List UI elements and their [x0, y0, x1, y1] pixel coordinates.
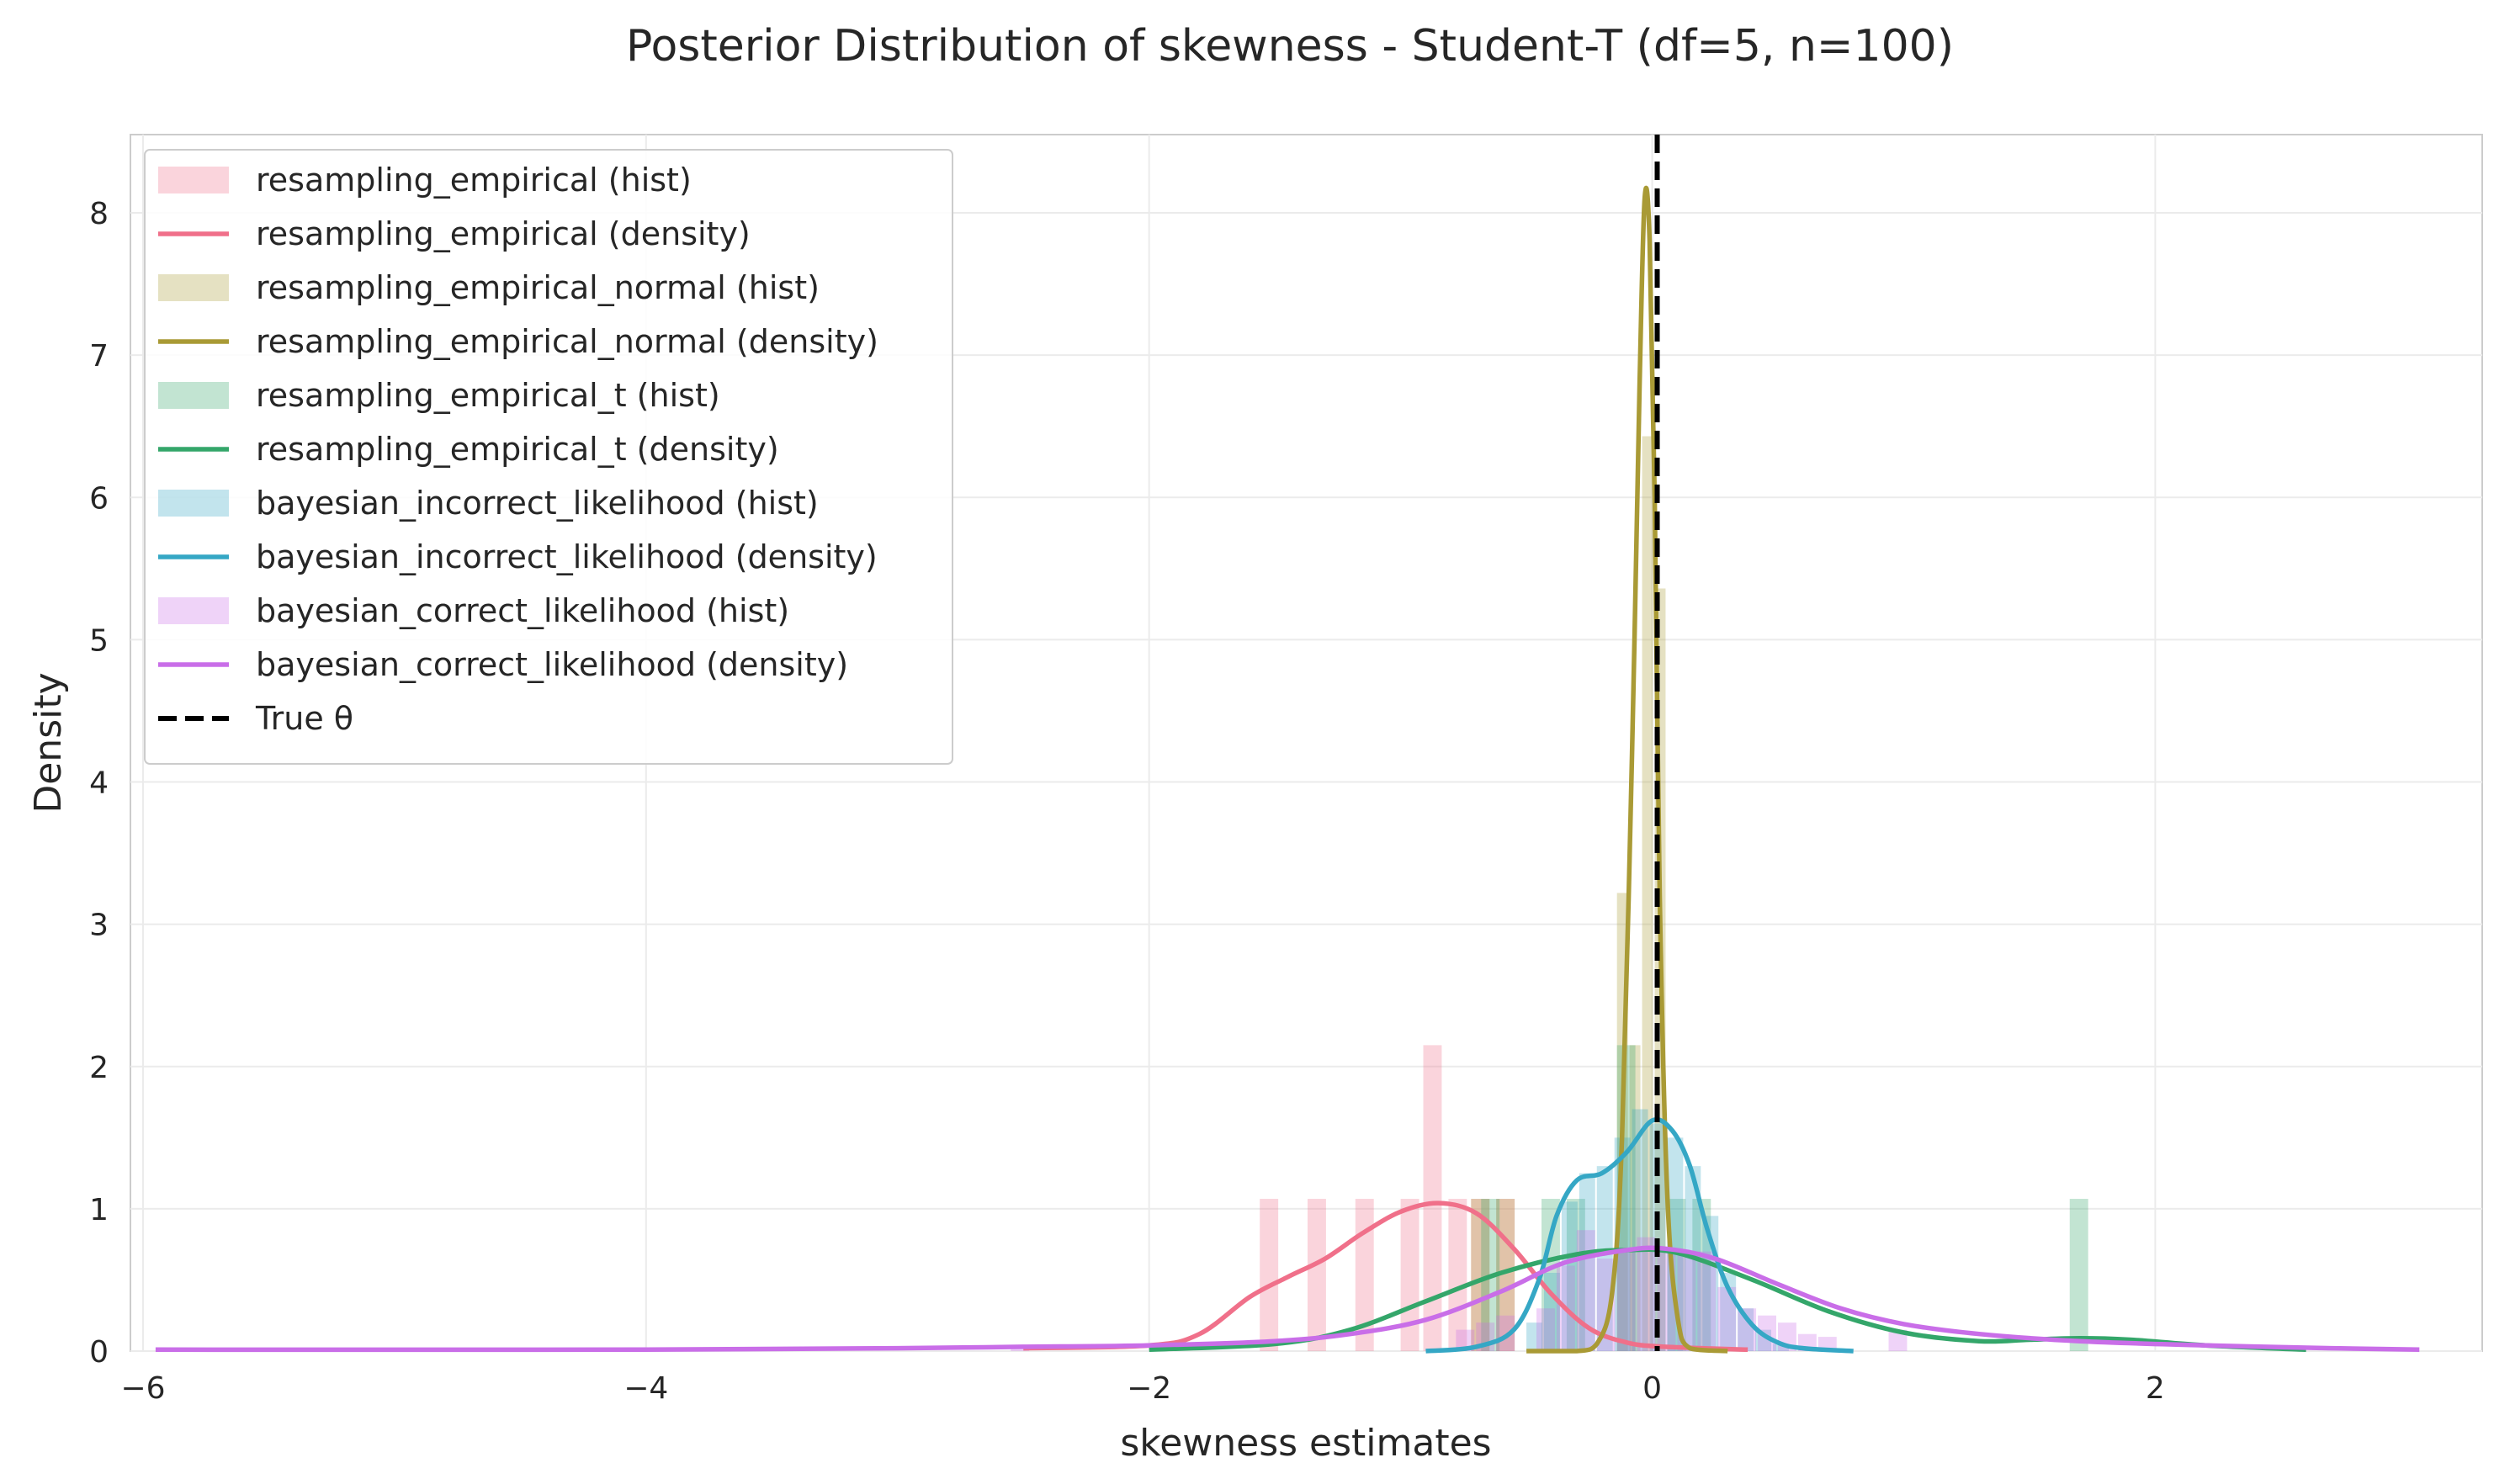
histogram-bar: [1526, 1322, 1542, 1351]
histogram-bar: [1536, 1308, 1555, 1351]
y-tick-label: 8: [89, 197, 109, 231]
histogram-bar: [1579, 1173, 1595, 1351]
histogram-bar: [1637, 1237, 1656, 1351]
chart-title: Posterior Distribution of skewness - Stu…: [626, 21, 1954, 72]
legend-label: bayesian_incorrect_likelihood (density): [256, 538, 878, 575]
legend-label: bayesian_correct_likelihood (hist): [256, 592, 789, 629]
legend-item: bayesian_correct_likelihood (hist): [158, 592, 789, 629]
y-tick-label: 0: [89, 1335, 109, 1370]
histogram-bar: [1738, 1308, 1757, 1351]
legend-item: True θ: [158, 700, 353, 737]
histogram-bar: [1677, 1251, 1696, 1351]
x-axis-label: skewness estimates: [1120, 1422, 1491, 1465]
legend-label: resampling_empirical_t (density): [256, 431, 779, 468]
histogram-bar: [1667, 1199, 1686, 1351]
legend-item: resampling_empirical (hist): [158, 162, 692, 199]
y-axis-label: Density: [27, 672, 70, 813]
x-tick-label: −2: [1127, 1371, 1171, 1406]
legend-label: bayesian_correct_likelihood (density): [256, 646, 848, 683]
legend-swatch: [158, 490, 229, 517]
density-layer: [155, 185, 2420, 1354]
density-curve: [1149, 1247, 2306, 1353]
legend-swatch: [158, 597, 229, 624]
histogram-bar: [1307, 1199, 1326, 1351]
density-curve: [155, 1245, 2420, 1353]
y-tick-label: 1: [89, 1193, 109, 1227]
legend: resampling_empirical (hist) resampling_em…: [144, 149, 953, 765]
legend-item: bayesian_incorrect_likelihood (density): [158, 538, 878, 575]
x-tick-label: 2: [2146, 1371, 2165, 1406]
legend-item: bayesian_incorrect_likelihood (hist): [158, 485, 819, 522]
legend-item: resampling_empirical_normal (density): [158, 323, 878, 360]
legend-label: resampling_empirical (density): [256, 215, 751, 252]
histogram-bar: [1649, 1123, 1666, 1351]
legend-swatch: [158, 167, 229, 193]
y-tick-label: 3: [89, 909, 109, 943]
histogram-bar: [1596, 1259, 1616, 1351]
x-tick-label: 0: [1642, 1371, 1662, 1406]
histogram-layer: [1011, 436, 2088, 1352]
histogram-bar: [1773, 1344, 1789, 1351]
legend-swatch: [158, 274, 229, 301]
tick-label-layer: −6 −4 −2 0 2 0 1 2 3 4 5 6 7 8: [89, 197, 2165, 1406]
histogram-bar: [1576, 1230, 1595, 1351]
histogram-bar: [1888, 1329, 1908, 1351]
legend-label: resampling_empirical (hist): [256, 162, 692, 199]
legend-label: bayesian_incorrect_likelihood (hist): [256, 485, 819, 522]
histogram-bar: [1260, 1199, 1279, 1351]
y-tick-label: 4: [89, 766, 109, 801]
histogram-bar: [1400, 1199, 1419, 1351]
y-tick-label: 5: [89, 623, 109, 658]
legend-label: True θ: [255, 700, 353, 737]
legend-label: resampling_empirical_normal (density): [256, 323, 878, 360]
legend-item: resampling_empirical (density): [158, 215, 751, 252]
legend-item: resampling_empirical_t (hist): [158, 377, 720, 414]
histogram-bar: [1629, 1045, 1641, 1351]
legend-label: resampling_empirical_t (hist): [256, 377, 720, 414]
histogram-bar: [1632, 1109, 1648, 1351]
legend-swatch: [158, 382, 229, 409]
x-tick-label: −4: [624, 1371, 668, 1406]
histogram-bar: [1758, 1315, 1776, 1351]
legend-label: resampling_empirical_normal (hist): [256, 269, 820, 306]
y-tick-label: 2: [89, 1051, 109, 1085]
histogram-bar: [1667, 1137, 1684, 1351]
histogram-bar: [1717, 1286, 1737, 1351]
legend-item: resampling_empirical_normal (hist): [158, 269, 820, 306]
histogram-bar: [1542, 1199, 1560, 1351]
histogram-bar: [1692, 1199, 1711, 1351]
legend-item: resampling_empirical_t (density): [158, 431, 779, 468]
x-tick-label: −6: [120, 1371, 165, 1406]
histogram-bar: [1448, 1199, 1467, 1351]
legend-box: [144, 149, 953, 765]
histogram-bar: [1471, 1199, 1490, 1351]
histogram-bar: [1616, 1251, 1636, 1351]
density-curve: [1425, 1117, 1854, 1354]
y-tick-label: 6: [89, 481, 109, 516]
histogram-bar: [1423, 1045, 1442, 1351]
histogram-bar: [1496, 1315, 1515, 1351]
density-curve: [1023, 1200, 1748, 1353]
histogram-bar: [2069, 1199, 2088, 1351]
legend-item: bayesian_correct_likelihood (density): [158, 646, 848, 683]
density-curve: [1526, 185, 1728, 1354]
histogram-bar: [1697, 1251, 1717, 1351]
histogram-bar: [1471, 1199, 1490, 1351]
y-tick-label: 7: [89, 339, 109, 374]
